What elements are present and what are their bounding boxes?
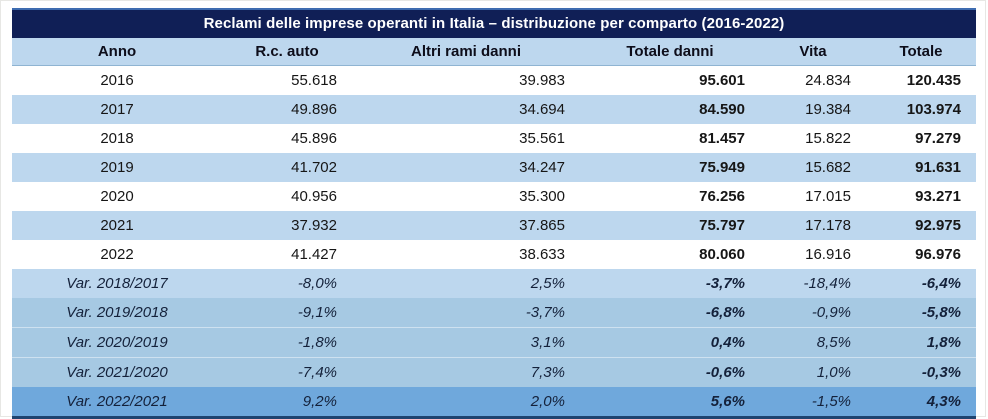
column-header-totale: Totale xyxy=(866,38,976,66)
column-header-altri-rami-danni: Altri rami danni xyxy=(352,38,580,66)
anno-cell: Var. 2018/2017 xyxy=(66,275,168,292)
altri-rami-cell: 35.561 xyxy=(519,130,565,147)
rc-auto-cell: -9,1% xyxy=(297,304,337,321)
table-row-2019: 2019 41.702 34.247 75.949 15.682 91.631 xyxy=(12,153,976,182)
totale-danni-cell: -0,6% xyxy=(580,357,760,387)
totale-danni-cell: 75.949 xyxy=(699,159,745,176)
totale-cell: 103.974 xyxy=(906,101,961,118)
anno-cell: Var. 2020/2019 xyxy=(12,327,222,358)
anno-cell: 2017 xyxy=(100,101,134,118)
totale-danni-cell: 95.601 xyxy=(699,72,745,89)
altri-rami-cell: 38.633 xyxy=(519,246,565,263)
column-header-totale-danni: Totale danni xyxy=(580,38,760,66)
anno-cell: 2016 xyxy=(100,72,134,89)
vita-cell: 15.682 xyxy=(805,159,851,176)
vita-cell: 16.916 xyxy=(805,246,851,263)
altri-rami-cell: 35.300 xyxy=(519,188,565,205)
anno-cell: Var. 2022/2021 xyxy=(66,393,168,410)
column-header-rc-auto: R.c. auto xyxy=(222,38,352,66)
rc-auto-cell: -1,8% xyxy=(222,327,352,358)
vita-cell: 17.015 xyxy=(805,188,851,205)
table-row-2017: 2017 49.896 34.694 84.590 19.384 103.974 xyxy=(12,95,976,124)
rc-auto-cell: 49.896 xyxy=(291,101,337,118)
anno-cell: 2020 xyxy=(100,188,134,205)
totale-danni-cell: 5,6% xyxy=(710,393,745,410)
var-row-2018-2017: Var. 2018/2017 -8,0% 2,5% -3,7% -18,4% -… xyxy=(12,269,976,298)
table-title: Reclami delle imprese operanti in Italia… xyxy=(12,8,976,38)
anno-cell: 2019 xyxy=(100,159,134,176)
totale-cell: -5,8% xyxy=(921,304,961,321)
totale-danni-cell: 80.060 xyxy=(699,246,745,263)
column-header-anno: Anno xyxy=(12,38,222,66)
anno-cell: 2022 xyxy=(100,246,134,263)
altri-rami-cell: -3,7% xyxy=(525,304,565,321)
rc-auto-cell: 55.618 xyxy=(291,72,337,89)
table-row-2020: 2020 40.956 35.300 76.256 17.015 93.271 xyxy=(12,182,976,211)
vita-cell: -0,9% xyxy=(811,304,851,321)
rc-auto-cell: 41.427 xyxy=(291,246,337,263)
altri-rami-cell: 2,0% xyxy=(530,393,565,410)
vita-cell: -1,5% xyxy=(811,393,851,410)
altri-rami-cell: 37.865 xyxy=(519,217,565,234)
table-row-2022: 2022 41.427 38.633 80.060 16.916 96.976 xyxy=(12,240,976,269)
var-row-2020-2019: Var. 2020/2019 -1,8% 3,1% 0,4% 8,5% 1,8% xyxy=(12,327,976,358)
vita-cell: 1,0% xyxy=(760,357,866,387)
column-header-vita: Vita xyxy=(760,38,866,66)
totale-danni-cell: 76.256 xyxy=(699,188,745,205)
totale-cell: 4,3% xyxy=(926,393,961,410)
totale-cell: 93.271 xyxy=(915,188,961,205)
reclami-table: Reclami delle imprese operanti in Italia… xyxy=(12,8,976,419)
altri-rami-cell: 7,3% xyxy=(352,357,580,387)
totale-cell: 92.975 xyxy=(915,217,961,234)
anno-cell: 2018 xyxy=(100,130,134,147)
totale-danni-cell: -6,8% xyxy=(705,304,745,321)
rc-auto-cell: -7,4% xyxy=(222,357,352,387)
totale-danni-cell: 0,4% xyxy=(580,327,760,358)
anno-cell: Var. 2021/2020 xyxy=(12,357,222,387)
vita-cell: 8,5% xyxy=(760,327,866,358)
altri-rami-cell: 34.247 xyxy=(519,159,565,176)
totale-cell: 96.976 xyxy=(915,246,961,263)
rc-auto-cell: 9,2% xyxy=(302,393,337,410)
totale-danni-cell: -3,7% xyxy=(705,275,745,292)
totale-danni-cell: 81.457 xyxy=(699,130,745,147)
var-row-2019-2018: Var. 2019/2018 -9,1% -3,7% -6,8% -0,9% -… xyxy=(12,298,976,328)
totale-cell: -0,3% xyxy=(866,357,976,387)
totale-cell: 91.631 xyxy=(915,159,961,176)
totale-danni-cell: 75.797 xyxy=(699,217,745,234)
totale-cell: 97.279 xyxy=(915,130,961,147)
rc-auto-cell: 45.896 xyxy=(291,130,337,147)
totale-cell: 1,8% xyxy=(866,327,976,358)
rc-auto-cell: 40.956 xyxy=(291,188,337,205)
altri-rami-cell: 2,5% xyxy=(530,275,565,292)
var-row-2021-2020: Var. 2021/2020 -7,4% 7,3% -0,6% 1,0% -0,… xyxy=(12,357,976,387)
rc-auto-cell: -8,0% xyxy=(297,275,337,292)
altri-rami-cell: 3,1% xyxy=(352,327,580,358)
vita-cell: 17.178 xyxy=(805,217,851,234)
totale-cell: -6,4% xyxy=(921,275,961,292)
vita-cell: 24.834 xyxy=(805,72,851,89)
totale-danni-cell: 84.590 xyxy=(699,101,745,118)
altri-rami-cell: 39.983 xyxy=(519,72,565,89)
vita-cell: 19.384 xyxy=(805,101,851,118)
altri-rami-cell: 34.694 xyxy=(519,101,565,118)
var-row-2022-2021: Var. 2022/2021 9,2% 2,0% 5,6% -1,5% 4,3% xyxy=(12,387,976,418)
table-row-2021: 2021 37.932 37.865 75.797 17.178 92.975 xyxy=(12,211,976,240)
table-row-2018: 2018 45.896 35.561 81.457 15.822 97.279 xyxy=(12,124,976,153)
vita-cell: 15.822 xyxy=(805,130,851,147)
rc-auto-cell: 37.932 xyxy=(291,217,337,234)
totale-cell: 120.435 xyxy=(906,72,961,89)
vita-cell: -18,4% xyxy=(803,275,851,292)
anno-cell: Var. 2019/2018 xyxy=(66,304,168,321)
table-row-2016: 2016 55.618 39.983 95.601 24.834 120.435 xyxy=(12,66,976,96)
reclami-data-table: Anno R.c. auto Altri rami danni Totale d… xyxy=(12,38,976,419)
rc-auto-cell: 41.702 xyxy=(291,159,337,176)
header-row: Anno R.c. auto Altri rami danni Totale d… xyxy=(12,38,976,66)
anno-cell: 2021 xyxy=(100,217,134,234)
